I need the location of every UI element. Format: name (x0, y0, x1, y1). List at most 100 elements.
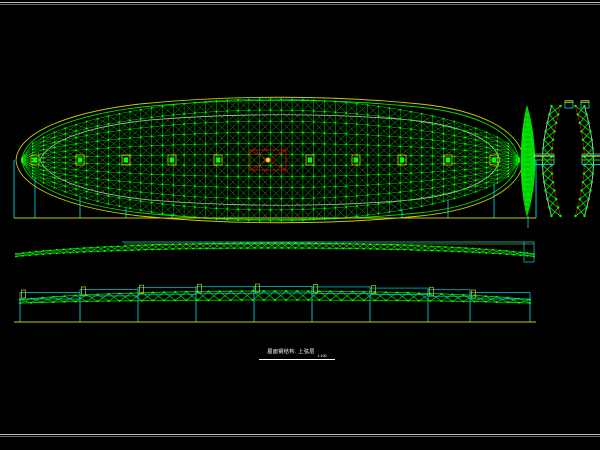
plan-node (334, 196, 337, 199)
plan-diagonal (140, 174, 152, 184)
view-upper-elevation[interactable] (15, 241, 535, 263)
arch-node (541, 172, 545, 175)
plan-diagonal (486, 132, 498, 142)
arch-node (590, 138, 594, 141)
plan-diagonal (194, 165, 206, 176)
plan-node (410, 181, 412, 183)
plan-diagonal (162, 204, 174, 214)
plan-diagonal (54, 151, 66, 158)
plan-node (107, 187, 110, 189)
upper-elev-web (356, 243, 364, 249)
lower-elevation-column-lines[interactable] (19, 283, 531, 322)
lower-elev-web (385, 292, 398, 301)
arch-top-cap-outline (564, 100, 574, 103)
plan-diagonal (65, 133, 77, 138)
view-arch-section-a[interactable] (533, 100, 574, 218)
upper-elev-web (97, 246, 105, 252)
plan-node (312, 142, 315, 145)
arch-web-diagonal (584, 156, 594, 166)
plan-diagonal (335, 144, 347, 155)
plan-diagonal (86, 163, 98, 171)
plan-diagonal (497, 149, 509, 156)
plan-node (302, 98, 304, 101)
plan-node (442, 117, 445, 120)
arch-node (583, 104, 586, 108)
lower-elev-web (163, 291, 176, 301)
lower-elev-node (318, 299, 321, 302)
arch-web-diagonal (581, 131, 593, 141)
support-node-fill (32, 157, 38, 163)
view-arch-section-b[interactable] (574, 100, 600, 218)
plan-diagonal (108, 130, 120, 141)
plan-node (485, 161, 488, 164)
support-node-fill (77, 157, 83, 163)
upper-elev-web (186, 243, 194, 250)
plan-node (485, 151, 488, 154)
plan-node (496, 136, 499, 138)
plan-node (226, 175, 229, 178)
plan-diagonal (43, 149, 55, 153)
plan-diagonal (75, 169, 87, 178)
plan-diagonal (259, 121, 271, 133)
plan-node (464, 143, 466, 145)
plan-node (377, 164, 380, 166)
plan-diagonal (378, 145, 390, 156)
plan-diagonal (43, 157, 55, 163)
lower-elev-web (19, 299, 32, 304)
arch-node (585, 113, 588, 116)
lower-elev-web (64, 295, 76, 303)
upper-elev-node (55, 252, 58, 255)
plan-node (258, 109, 261, 111)
plan-node (496, 182, 499, 184)
plan-diagonal (32, 141, 44, 150)
plan-node (420, 121, 423, 123)
plan-diagonal (216, 176, 228, 188)
plan-diagonal (367, 125, 379, 136)
arch-web-diagonal (545, 181, 554, 191)
plan-diagonal (432, 131, 444, 142)
upper-elev-node (526, 254, 529, 257)
arch-node (582, 172, 586, 175)
plan-diagonal (432, 156, 444, 165)
lower-elev-node (429, 299, 432, 302)
plan-diagonal (356, 184, 368, 197)
plan-node (75, 123, 77, 126)
plan-node (215, 110, 218, 113)
upper-elev-node (185, 247, 188, 250)
plan-node (388, 116, 391, 119)
plan-node (442, 177, 445, 180)
plan-node (377, 124, 380, 127)
plan-diagonal (75, 163, 87, 170)
plan-diagonal (475, 127, 487, 138)
plan-diagonal (75, 182, 87, 192)
lower-elev-node (251, 299, 254, 301)
plan-diagonal (237, 121, 250, 133)
plan-diagonal (432, 141, 444, 149)
lower-elev-splice-marker (21, 289, 26, 299)
plan-diagonal (464, 168, 476, 177)
plan-diagonal (237, 176, 250, 188)
plan-diagonal (313, 143, 325, 155)
support-node-box (351, 154, 361, 166)
plan-diagonal (281, 121, 293, 133)
view-roof-plan[interactable] (13, 96, 537, 224)
plan-node (96, 132, 99, 135)
plan-node (323, 99, 326, 102)
plan-diagonal (108, 147, 120, 157)
lower-elev-node (96, 293, 99, 296)
view-end-elevation[interactable] (520, 104, 536, 228)
plan-node (258, 220, 261, 222)
plan-node (302, 131, 304, 134)
upper-elev-web (206, 243, 214, 249)
plan-diagonal (270, 143, 282, 155)
upper-elev-web (486, 249, 494, 254)
plan-diagonal (86, 193, 98, 199)
plan-diagonal (421, 171, 433, 182)
view-lower-elevation[interactable] (14, 283, 536, 323)
plan-node (118, 180, 121, 182)
center-highlight-panel[interactable] (249, 149, 287, 171)
plan-diagonal (486, 149, 498, 153)
upper-elev-node (464, 247, 467, 249)
